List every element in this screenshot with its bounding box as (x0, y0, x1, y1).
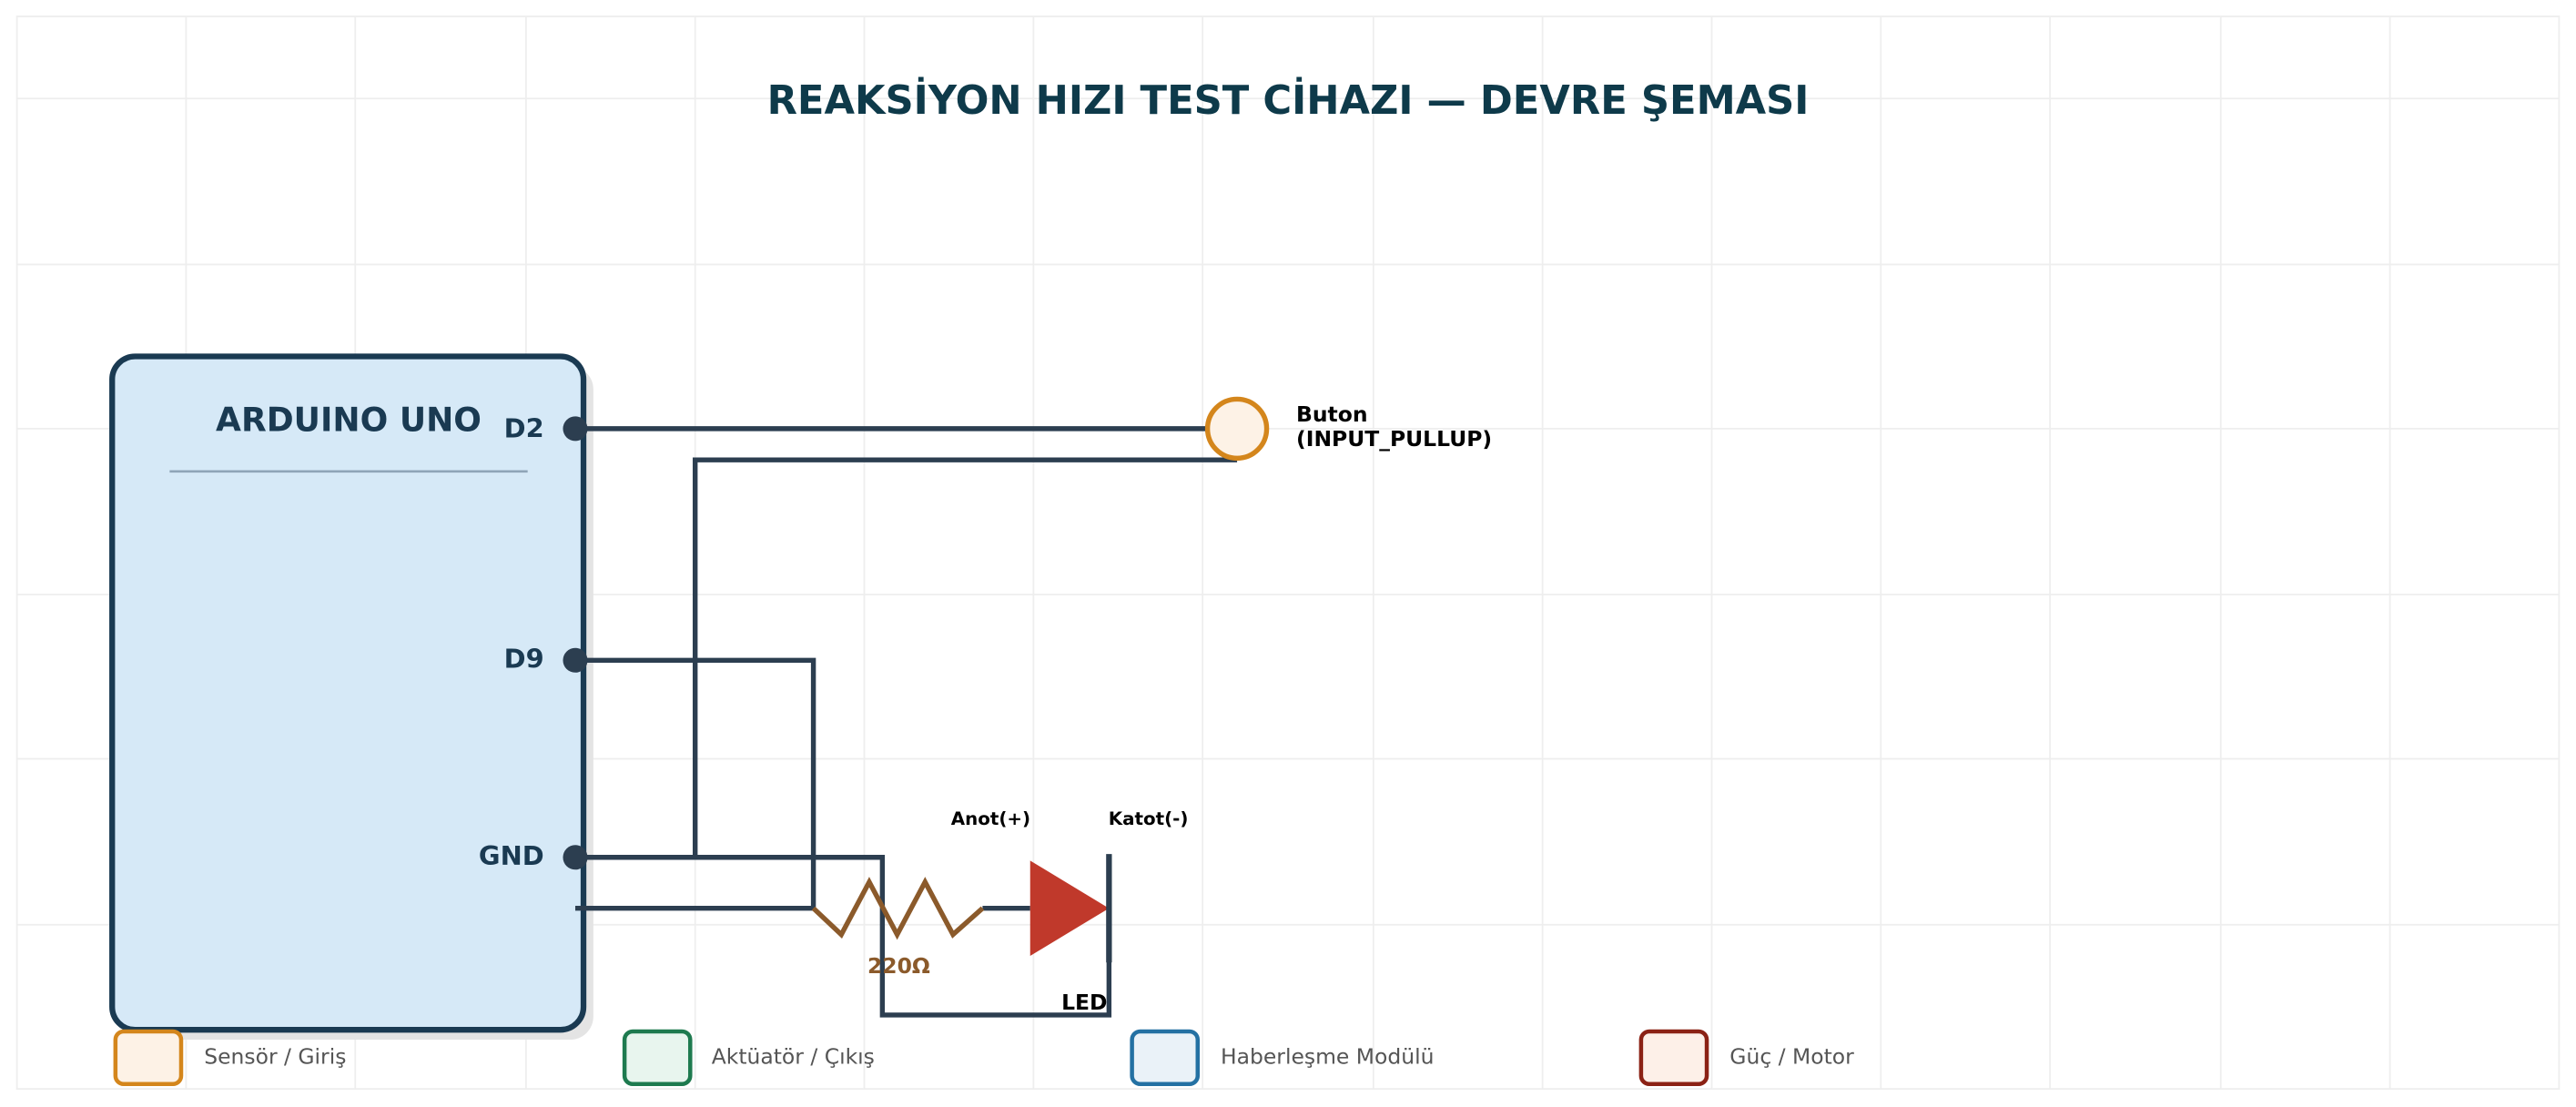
button (1204, 396, 1270, 462)
resistor-label: 220Ω (867, 953, 930, 979)
legend-swatch (113, 1029, 184, 1086)
button-label: Buton (1296, 401, 1368, 427)
wire (692, 457, 1238, 858)
legend-swatch (1638, 1029, 1709, 1086)
pin-dot (563, 845, 588, 870)
pin-label: GND (479, 840, 544, 871)
pin-dot (563, 647, 588, 673)
led (1029, 860, 1110, 957)
pin-label: D2 (504, 413, 544, 444)
wire (574, 855, 1112, 1018)
arduino-board (109, 353, 587, 1033)
legend-label: Haberleşme Modülü (1221, 1043, 1434, 1069)
wires (574, 426, 1238, 1018)
legend-label: Güç / Motor (1729, 1043, 1854, 1069)
pin-label: D9 (504, 643, 544, 674)
grid-frame (15, 15, 2561, 1091)
resistor (811, 877, 985, 940)
led-label: LED (1061, 990, 1107, 1015)
legend-swatch (622, 1029, 693, 1086)
wire (574, 657, 816, 909)
board-label: ARDUINO UNO (216, 401, 482, 440)
legend-label: Sensör / Giriş (204, 1043, 346, 1069)
title: REAKSİYON HIZI TEST CİHAZI — DEVRE ŞEMAS… (767, 77, 1810, 124)
cathode-label: Katot(-) (1109, 808, 1189, 829)
legend-swatch (1130, 1029, 1201, 1086)
legend: Sensör / Giriş Aktüatör / Çıkış Haberleş… (113, 1029, 1854, 1086)
anode-label: Anot(+) (951, 808, 1030, 829)
button-mode: (INPUT_PULLUP) (1296, 426, 1492, 452)
legend-label: Aktüatör / Çıkış (712, 1043, 875, 1069)
pin-dot (563, 416, 588, 442)
